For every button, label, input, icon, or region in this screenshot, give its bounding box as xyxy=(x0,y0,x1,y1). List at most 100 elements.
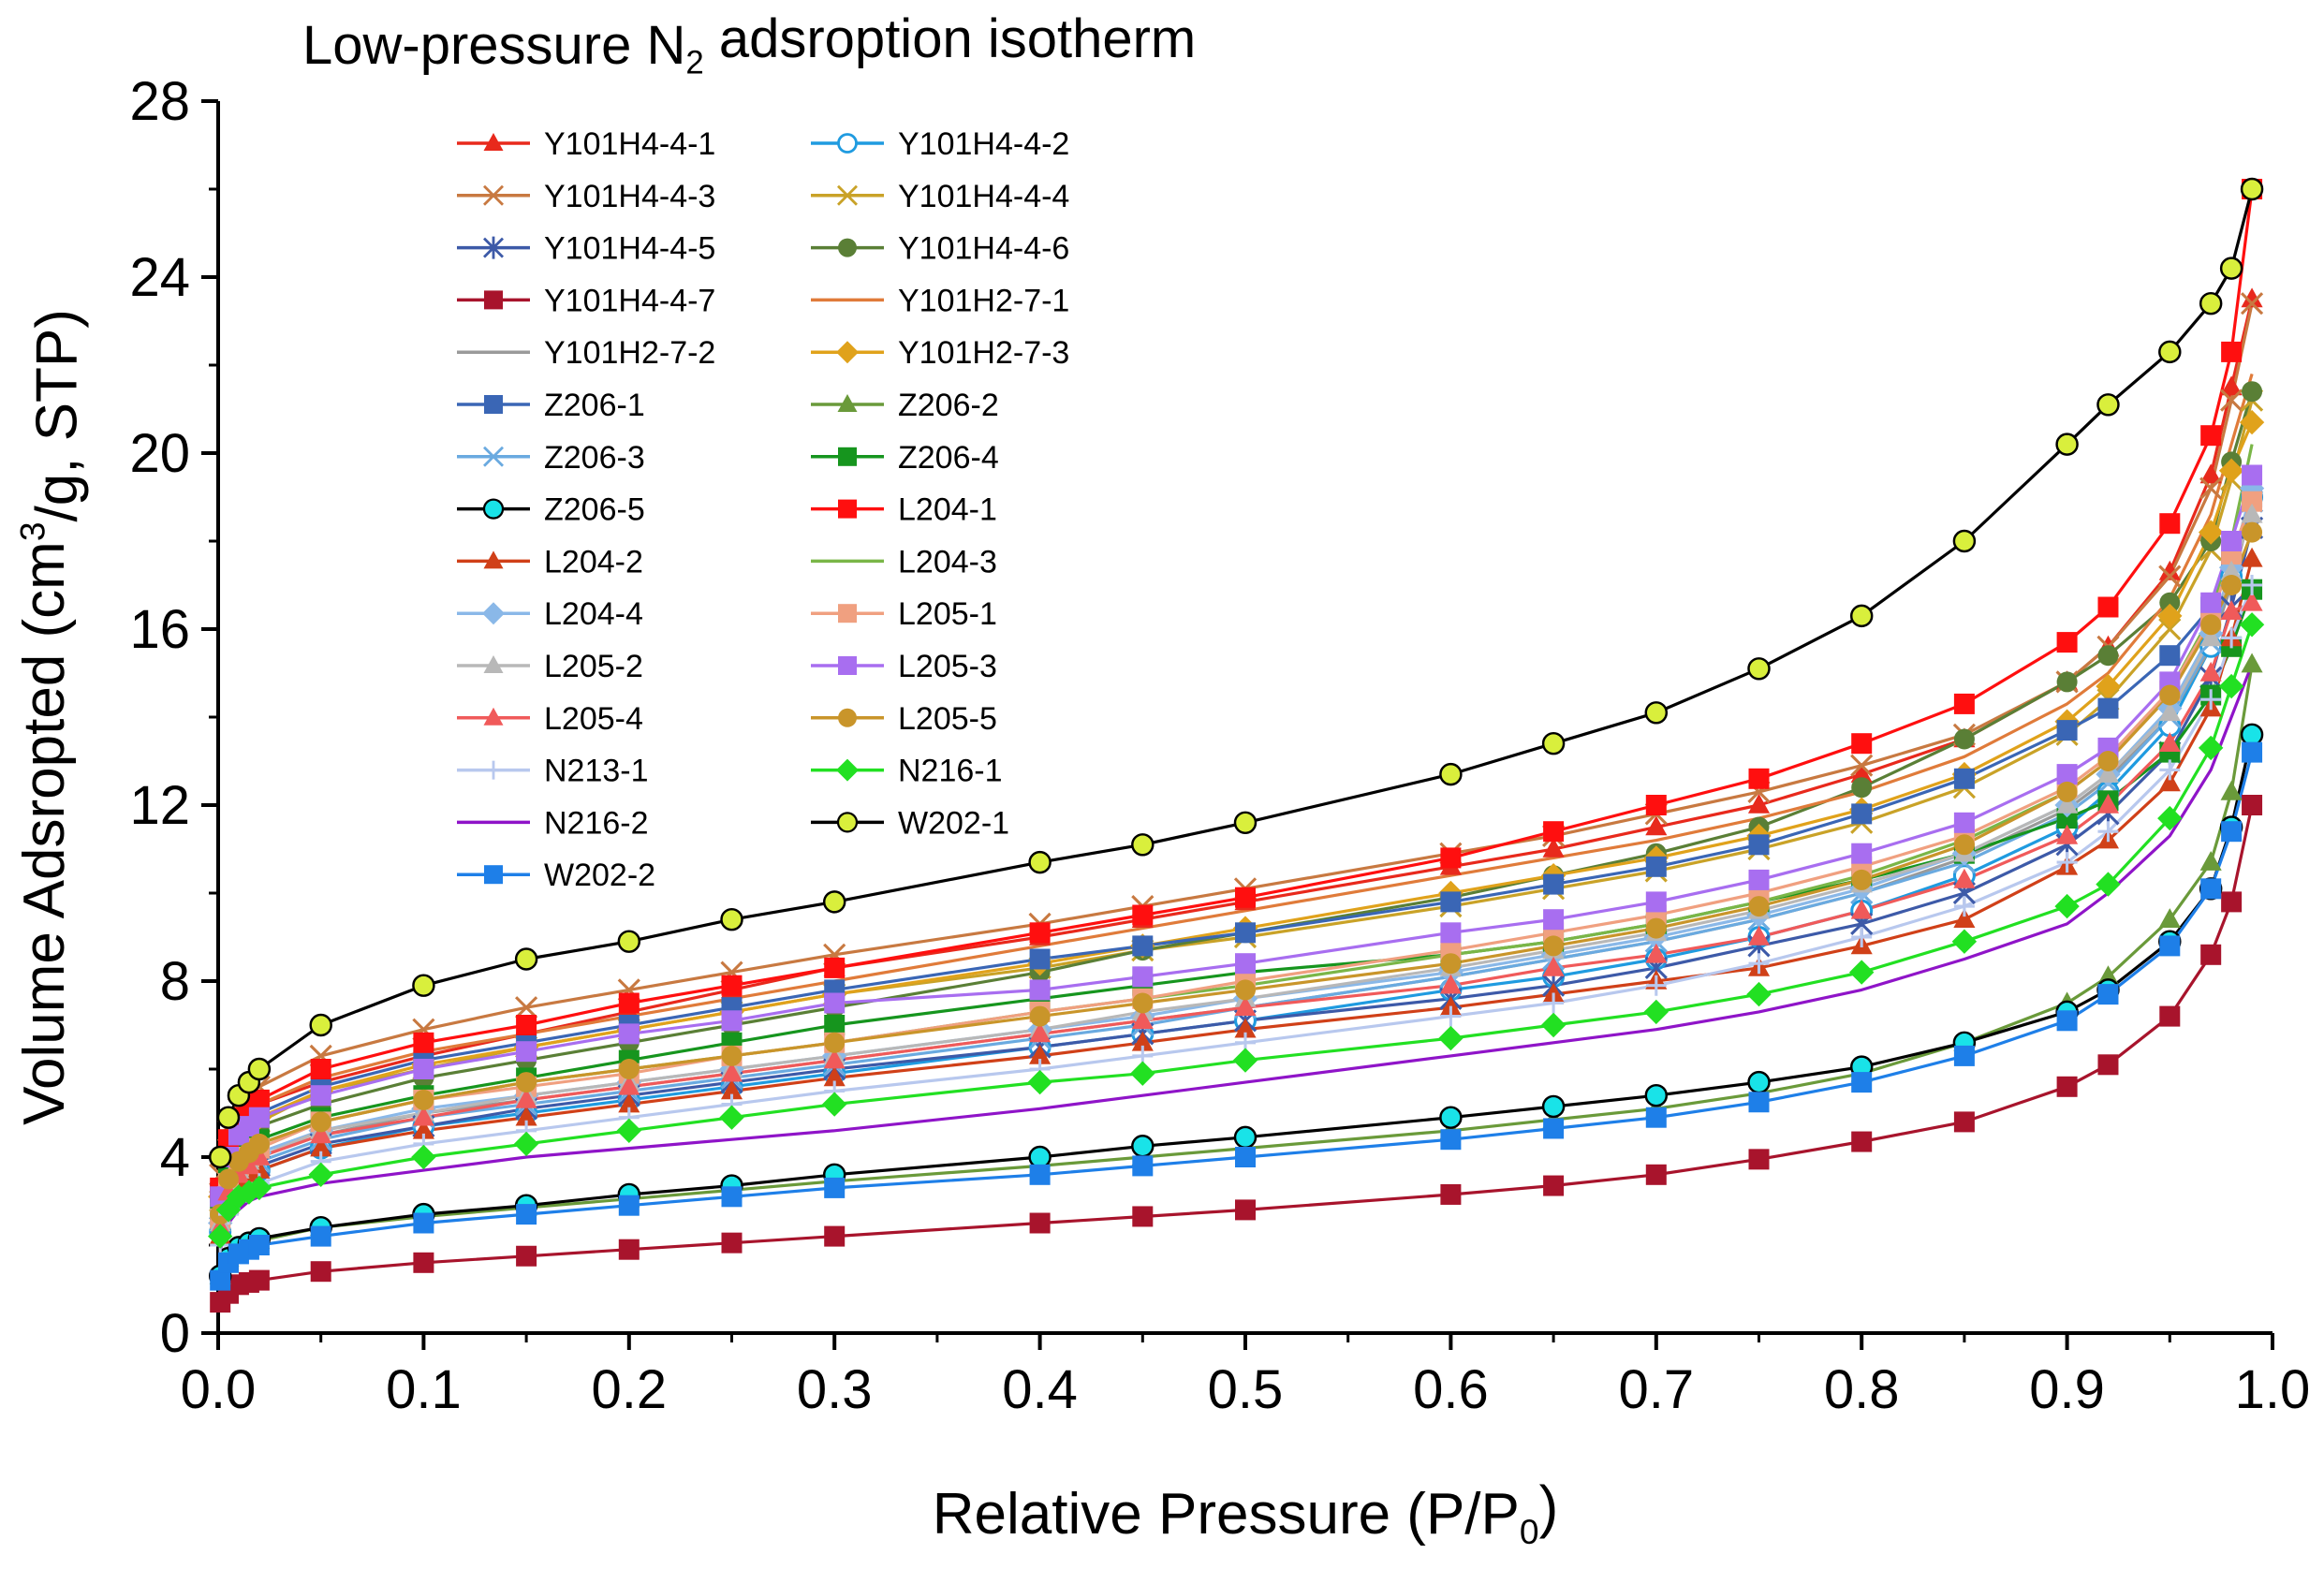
legend-item-y101h4-4-4: Y101H4-4-4 xyxy=(811,179,1069,214)
data-point xyxy=(823,1066,846,1087)
data-point xyxy=(1645,856,1667,877)
data-point xyxy=(310,1111,331,1133)
data-point xyxy=(1439,1106,1463,1129)
data-point xyxy=(226,1184,252,1210)
legend-label: N216-2 xyxy=(544,805,649,841)
data-point xyxy=(618,1075,640,1095)
data-point xyxy=(1748,768,1770,789)
legend-swatch-marker xyxy=(483,655,504,673)
legend-swatch-marker xyxy=(837,133,858,154)
data-point xyxy=(2056,720,2078,741)
data-point xyxy=(516,1041,537,1063)
data-point xyxy=(2221,627,2243,649)
data-point xyxy=(1029,1005,1051,1027)
data-point xyxy=(1439,996,1462,1016)
data-point xyxy=(1953,1045,1975,1066)
data-point xyxy=(2199,463,2222,484)
data-point xyxy=(721,1232,743,1254)
legend-item-n216-2: N216-2 xyxy=(457,805,649,841)
data-point xyxy=(2221,821,2243,843)
legend-swatch-marker xyxy=(483,133,504,151)
legend-label: Z206-2 xyxy=(898,388,999,423)
data-point xyxy=(1131,1135,1155,1158)
data-point xyxy=(412,1106,434,1126)
data-point xyxy=(822,1092,847,1117)
data-point xyxy=(2097,984,2119,1005)
x-axis-title-subscript: 0 xyxy=(1520,1512,1539,1551)
data-point xyxy=(1543,1175,1565,1196)
data-point xyxy=(1235,887,1256,908)
legend-swatch-marker xyxy=(484,760,503,780)
data-point xyxy=(1851,733,1873,755)
data-point xyxy=(721,1010,743,1032)
data-point xyxy=(2239,409,2265,435)
data-point xyxy=(1440,953,1462,975)
data-point xyxy=(2241,591,2263,611)
data-point xyxy=(616,1118,641,1143)
data-point xyxy=(412,974,435,997)
x-axis-title: Relative Pressure (P/P0) xyxy=(933,1475,1558,1552)
data-point xyxy=(1851,803,1873,825)
data-point xyxy=(2096,872,2121,897)
data-point xyxy=(1029,1022,1052,1043)
data-point xyxy=(1440,922,1462,944)
data-point xyxy=(618,1059,640,1079)
y-axis-title-part: Volume Adsropted (cm xyxy=(12,541,77,1125)
series-points-y101h4-4-7 xyxy=(210,795,2263,1313)
legend-item-z206-1: Z206-1 xyxy=(457,388,645,423)
legend-item-w202-1: W202-1 xyxy=(811,805,1009,841)
data-point xyxy=(2157,805,2183,831)
legend-label: L204-3 xyxy=(898,544,997,579)
data-point xyxy=(413,1252,434,1273)
data-point xyxy=(208,1145,232,1169)
x-axis-title-part: ) xyxy=(1539,1475,1559,1540)
data-point xyxy=(413,1059,434,1079)
data-point xyxy=(1645,1107,1667,1128)
data-point xyxy=(824,1225,846,1247)
data-point xyxy=(2054,893,2080,919)
legend-label: L204-4 xyxy=(544,596,643,632)
series-line-n213-1 xyxy=(218,584,2254,1246)
series-points-w202-1 xyxy=(208,177,2264,1169)
data-point xyxy=(2096,673,2121,699)
data-point xyxy=(1130,1061,1155,1086)
data-point xyxy=(2158,732,2181,752)
data-point xyxy=(1953,868,1976,888)
legend-item-l204-2: L204-2 xyxy=(457,544,643,579)
y-tick-label: 24 xyxy=(129,247,190,308)
y-tick-label: 4 xyxy=(160,1127,190,1188)
legend-label: Y101H4-4-1 xyxy=(544,126,715,162)
legend-item-y101h2-7-1: Y101H2-7-1 xyxy=(811,283,1069,318)
data-point xyxy=(2199,851,2222,871)
data-point xyxy=(2218,673,2244,699)
data-point xyxy=(2158,560,2181,580)
legend-label: Y101H2-7-3 xyxy=(898,335,1069,371)
data-point xyxy=(2157,603,2183,629)
y-tick-label: 12 xyxy=(129,775,190,836)
legend-swatch-marker xyxy=(836,758,859,782)
data-point xyxy=(720,907,743,931)
data-point xyxy=(2221,341,2243,362)
data-point xyxy=(1234,996,1257,1016)
data-point xyxy=(2220,560,2243,580)
legend-item-l204-4: L204-4 xyxy=(457,596,643,632)
titles: Low-pressure N2 adsroption isotherm Relat… xyxy=(12,8,1558,1551)
data-point xyxy=(1233,811,1258,835)
data-point xyxy=(207,1224,233,1249)
y-axis-title: Volume Adsropted (cm3/g, STP) xyxy=(12,309,90,1125)
data-point xyxy=(246,1175,272,1201)
data-point xyxy=(2240,723,2264,747)
legend-swatch-marker xyxy=(837,184,858,206)
data-point xyxy=(516,1015,537,1035)
legend-item-l204-1: L204-1 xyxy=(811,492,997,528)
data-point xyxy=(1028,1145,1052,1169)
legend-item-z206-4: Z206-4 xyxy=(811,440,999,476)
data-point xyxy=(2240,292,2264,315)
data-point xyxy=(2200,425,2222,447)
data-point xyxy=(2242,575,2263,595)
data-point xyxy=(2097,596,2119,618)
data-point xyxy=(2198,735,2224,761)
data-point xyxy=(515,1106,537,1126)
data-point xyxy=(1748,1149,1770,1170)
data-point xyxy=(1131,1009,1154,1030)
